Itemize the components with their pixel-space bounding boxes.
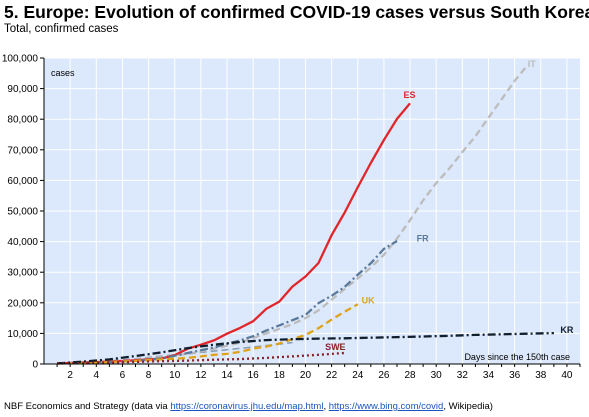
y-tick-label-6: 60,000 bbox=[7, 176, 38, 187]
y-tick-label-2: 20,000 bbox=[7, 298, 38, 309]
x-tick-label-6: 14 bbox=[221, 370, 233, 381]
axes: 0 10,000 20,000 30,000 40,000 50,000 60,000 70,… bbox=[2, 54, 581, 381]
x-axis-label: Days since the 150th case bbox=[464, 352, 570, 362]
gridlines bbox=[44, 57, 580, 364]
y-tick-label-9: 90,000 bbox=[7, 84, 38, 95]
series-label-uk: UK bbox=[362, 295, 375, 305]
source-separator: , bbox=[323, 401, 329, 412]
x-tick-label-4: 10 bbox=[169, 370, 181, 381]
source-link-bing[interactable]: https://www.bing.com/covid bbox=[328, 401, 444, 412]
x-tick-label-0: 2 bbox=[67, 370, 73, 381]
series-layer: IT ES FR UK KR SWE bbox=[57, 59, 574, 365]
y-tick-label-5: 50,000 bbox=[7, 207, 38, 218]
series-label-fr: FR bbox=[417, 234, 429, 244]
chart-subtitle: Total, confirmed cases bbox=[4, 23, 119, 35]
x-tick-label-13: 28 bbox=[404, 370, 416, 381]
x-tick-label-9: 20 bbox=[300, 370, 312, 381]
y-tick-label-1: 10,000 bbox=[7, 329, 38, 340]
y-axis-label: cases bbox=[51, 68, 75, 78]
x-tick-label-15: 32 bbox=[457, 370, 469, 381]
x-tick-label-12: 26 bbox=[378, 370, 390, 381]
y-tick-label-8: 80,000 bbox=[7, 115, 38, 126]
x-tick-label-14: 30 bbox=[431, 370, 443, 381]
series-line-it bbox=[57, 64, 529, 365]
x-tick-label-11: 24 bbox=[352, 370, 364, 381]
x-tick-label-5: 12 bbox=[195, 370, 207, 381]
source-suffix: , Wikipedia) bbox=[443, 401, 493, 412]
x-tick-label-19: 40 bbox=[561, 370, 573, 381]
chart-title: 5. Europe: Evolution of confirmed COVID-… bbox=[4, 2, 589, 22]
series-label-it: IT bbox=[528, 59, 537, 69]
y-tick-label-4: 40,000 bbox=[7, 237, 38, 248]
source-footer: NBF Economics and Strategy (data via htt… bbox=[4, 401, 493, 412]
source-prefix: NBF Economics and Strategy (data via bbox=[4, 401, 171, 412]
x-tick-label-7: 16 bbox=[248, 370, 260, 381]
x-tick-label-18: 38 bbox=[535, 370, 547, 381]
series-label-kr: KR bbox=[560, 325, 573, 335]
x-tick-label-8: 18 bbox=[274, 370, 286, 381]
series-label-swe: SWE bbox=[325, 342, 346, 352]
series-label-es: ES bbox=[404, 90, 416, 100]
x-tick-label-3: 8 bbox=[146, 370, 152, 381]
y-tick-label-3: 30,000 bbox=[7, 268, 38, 279]
y-tick-label-0: 0 bbox=[32, 360, 38, 371]
line-chart: IT ES FR UK KR SWE 0 10,000 20,000 30,000 40,000 5… bbox=[2, 54, 581, 381]
y-tick-label-10: 100,000 bbox=[2, 54, 39, 65]
x-tick-label-1: 4 bbox=[94, 370, 100, 381]
y-tick-label-7: 70,000 bbox=[7, 145, 38, 156]
x-tick-label-16: 34 bbox=[483, 370, 495, 381]
x-tick-label-17: 36 bbox=[509, 370, 521, 381]
source-link-jhu[interactable]: https://coronavirus.jhu.edu/map.html bbox=[170, 401, 324, 412]
series-line-uk bbox=[57, 303, 359, 365]
x-tick-label-10: 22 bbox=[326, 370, 338, 381]
series-line-fr bbox=[57, 240, 398, 365]
x-tick-label-2: 6 bbox=[120, 370, 126, 381]
series-line-kr bbox=[57, 331, 554, 365]
